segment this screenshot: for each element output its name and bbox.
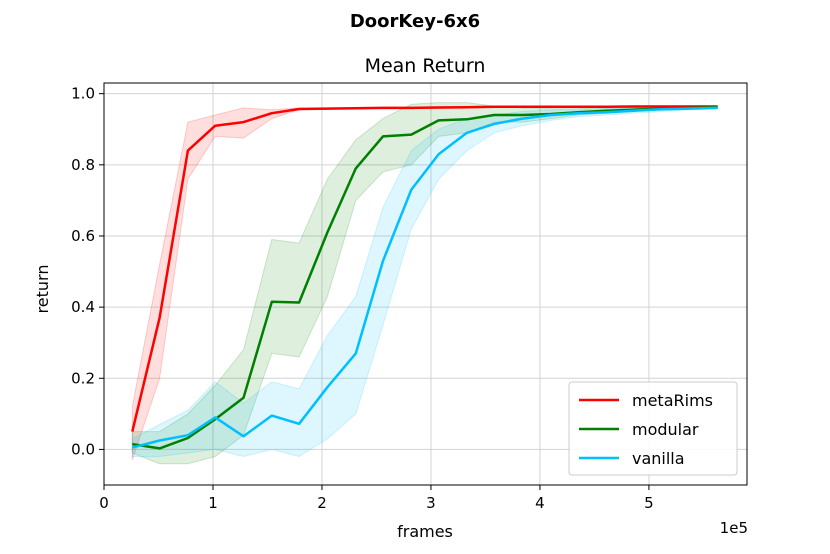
legend: metaRims modular vanilla	[568, 381, 738, 476]
y-tick-label: 1.0	[71, 85, 95, 103]
x-tick-label: 0	[99, 494, 109, 512]
line-metaRims	[131, 105, 718, 432]
x-axis-offset-label: 1e5	[720, 519, 748, 537]
y-tick-label: 0.0	[71, 440, 95, 458]
legend-label-vanilla: vanilla	[632, 449, 685, 468]
y-axis-label: return	[33, 265, 52, 314]
x-tick-label: 1	[208, 494, 218, 512]
line-vanilla	[131, 106, 718, 449]
x-axis-label: frames	[397, 522, 453, 541]
x-tick-label: 3	[426, 494, 436, 512]
y-tick-label: 0.6	[71, 227, 95, 245]
legend-label-modular: modular	[632, 420, 699, 439]
legend-box	[568, 381, 738, 476]
x-axis-ticks: 0 1 2 3 4 5	[99, 485, 654, 512]
series-lines	[131, 105, 718, 450]
chart-title: Mean Return	[365, 55, 486, 77]
y-tick-label: 0.8	[71, 156, 95, 174]
x-tick-label: 2	[317, 494, 327, 512]
figure-suptitle: DoorKey-6x6	[350, 11, 480, 32]
grid-lines	[103, 83, 747, 485]
axes-frame	[103, 82, 748, 486]
y-axis-ticks: 0.0 0.2 0.4 0.6 0.8 1.0	[71, 85, 104, 458]
legend-label-metaRims: metaRims	[632, 391, 713, 410]
y-tick-label: 0.2	[71, 369, 95, 387]
x-tick-label: 5	[644, 494, 654, 512]
y-tick-label: 0.4	[71, 298, 95, 316]
x-tick-label: 4	[535, 494, 545, 512]
